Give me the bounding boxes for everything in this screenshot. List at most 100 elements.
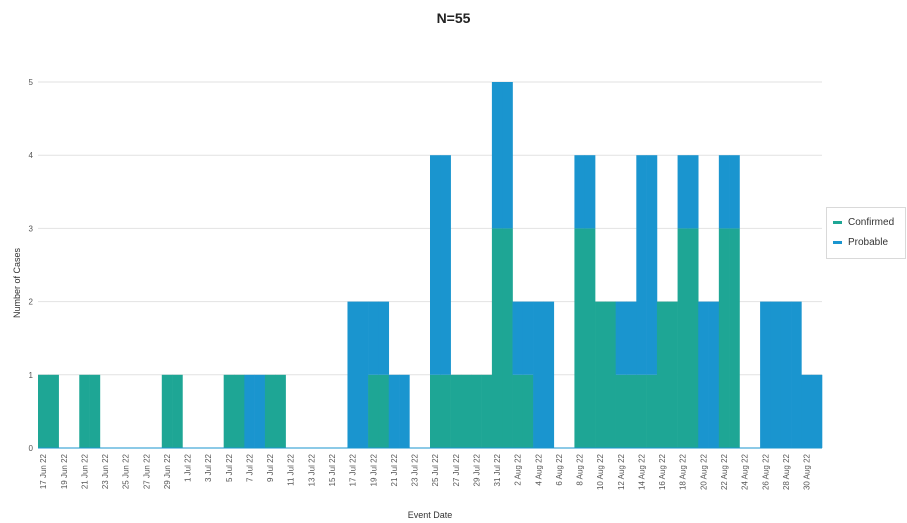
bar-probable[interactable]: [399, 374, 410, 448]
bar-probable[interactable]: [440, 155, 451, 375]
bar-probable[interactable]: [254, 374, 266, 448]
bar-confirmed[interactable]: [264, 374, 276, 448]
bar-probable[interactable]: [357, 301, 369, 448]
bar-confirmed[interactable]: [615, 374, 627, 448]
bar-probable[interactable]: [677, 155, 689, 229]
bar-confirmed[interactable]: [646, 374, 658, 448]
x-tick-label: 19 Jun 22: [60, 453, 69, 489]
bar-probable[interactable]: [430, 155, 441, 375]
bar-confirmed[interactable]: [460, 374, 472, 448]
bar-probable[interactable]: [698, 301, 709, 448]
bar-confirmed[interactable]: [574, 228, 586, 448]
bar-probable[interactable]: [791, 301, 802, 448]
bar-confirmed[interactable]: [677, 228, 689, 448]
bar-probable[interactable]: [801, 374, 812, 448]
y-tick-label: 2: [29, 298, 34, 307]
bar-probable[interactable]: [388, 374, 400, 448]
bar-probable[interactable]: [522, 301, 534, 375]
bar-confirmed[interactable]: [450, 374, 462, 448]
bar-confirmed[interactable]: [161, 374, 173, 448]
bar-confirmed[interactable]: [378, 374, 390, 448]
bar-confirmed[interactable]: [430, 374, 441, 448]
bar-confirmed[interactable]: [687, 228, 699, 448]
x-tick-labels: 17 Jun 22 19 Jun 22 21 Jun 22 23 Jun 22 25 J…: [39, 453, 811, 490]
bar-probable[interactable]: [729, 155, 740, 229]
x-tick-label: 6 Aug 22: [555, 453, 564, 485]
bar-confirmed[interactable]: [223, 374, 235, 448]
y-tick-label: 4: [29, 151, 34, 160]
bar-probable[interactable]: [708, 301, 720, 448]
x-tick-label: 25 Jun 22: [122, 453, 131, 489]
x-tick-label: 20 Aug 22: [699, 453, 708, 490]
bar-confirmed[interactable]: [512, 374, 524, 448]
x-tick-label: 8 Aug 22: [576, 453, 585, 485]
bar-confirmed[interactable]: [440, 374, 451, 448]
bar-probable[interactable]: [615, 301, 627, 375]
x-tick-label: 24 Aug 22: [741, 453, 750, 490]
x-tick-label: 15 Jul 22: [328, 453, 337, 486]
x-tick-label: 22 Aug 22: [720, 453, 729, 490]
bar-confirmed[interactable]: [275, 374, 286, 448]
bar-probable[interactable]: [770, 301, 782, 448]
x-tick-label: 25 Jul 22: [431, 453, 440, 486]
bar-probable[interactable]: [533, 301, 544, 448]
legend-swatch-confirmed: [833, 220, 842, 224]
legend-label-probable: Probable: [848, 236, 889, 248]
bar-confirmed[interactable]: [718, 228, 730, 448]
bar-probable[interactable]: [244, 374, 255, 448]
bar-confirmed[interactable]: [584, 228, 596, 448]
bar-probable[interactable]: [347, 301, 359, 448]
bar-confirmed[interactable]: [605, 301, 616, 448]
bar-probable[interactable]: [574, 155, 586, 229]
bar-confirmed[interactable]: [79, 374, 90, 448]
bar-probable[interactable]: [811, 374, 823, 448]
bar-confirmed[interactable]: [626, 374, 637, 448]
bar-probable[interactable]: [626, 301, 637, 375]
bar-confirmed[interactable]: [729, 228, 740, 448]
bar-confirmed[interactable]: [636, 374, 647, 448]
bar-probable[interactable]: [584, 155, 596, 229]
x-tick-label: 1 Jul 22: [184, 453, 193, 482]
bar-probable[interactable]: [543, 301, 555, 448]
x-tick-label: 31 Jul 22: [493, 453, 502, 486]
legend: Confirmed Probable: [826, 207, 906, 259]
x-tick-label: 2 Aug 22: [514, 453, 523, 485]
bar-probable[interactable]: [760, 301, 771, 448]
bar-confirmed[interactable]: [656, 301, 668, 448]
bar-confirmed[interactable]: [522, 374, 534, 448]
bar-probable[interactable]: [512, 301, 524, 375]
x-axis-label: Event Date: [408, 510, 453, 520]
y-tick-label: 1: [29, 371, 34, 380]
bar-confirmed[interactable]: [471, 374, 482, 448]
x-tick-label: 16 Aug 22: [658, 453, 667, 490]
bar-probable[interactable]: [502, 82, 513, 229]
bar-confirmed[interactable]: [172, 374, 183, 448]
x-tick-label: 10 Aug 22: [596, 453, 605, 490]
bar-confirmed[interactable]: [502, 228, 513, 448]
legend-item-confirmed[interactable]: Confirmed: [827, 212, 905, 232]
bar-probable[interactable]: [687, 155, 699, 229]
bar-probable[interactable]: [378, 301, 390, 375]
bar-confirmed[interactable]: [38, 374, 49, 448]
y-tick-label: 0: [29, 444, 34, 453]
bar-probable[interactable]: [646, 155, 658, 375]
bar-confirmed[interactable]: [481, 374, 493, 448]
bar-probable[interactable]: [491, 82, 503, 229]
bar-probable[interactable]: [636, 155, 647, 375]
bar-confirmed[interactable]: [667, 301, 678, 448]
legend-label-confirmed: Confirmed: [848, 216, 895, 228]
bar-probable[interactable]: [780, 301, 792, 448]
bar-confirmed[interactable]: [595, 301, 606, 448]
bar-confirmed[interactable]: [48, 374, 59, 448]
bar-confirmed[interactable]: [89, 374, 101, 448]
bar-confirmed[interactable]: [234, 374, 245, 448]
x-tick-label: 21 Jun 22: [80, 453, 89, 489]
bar-probable[interactable]: [718, 155, 730, 229]
bar-confirmed[interactable]: [491, 228, 503, 448]
legend-item-probable[interactable]: Probable: [827, 232, 905, 252]
bar-confirmed[interactable]: [368, 374, 379, 448]
y-tick-labels: 0 1 2 3 4 5: [29, 78, 34, 453]
x-tick-label: 17 Jun 22: [39, 453, 48, 489]
y-axis-label: Number of Cases: [12, 247, 22, 318]
bar-probable[interactable]: [368, 301, 379, 375]
